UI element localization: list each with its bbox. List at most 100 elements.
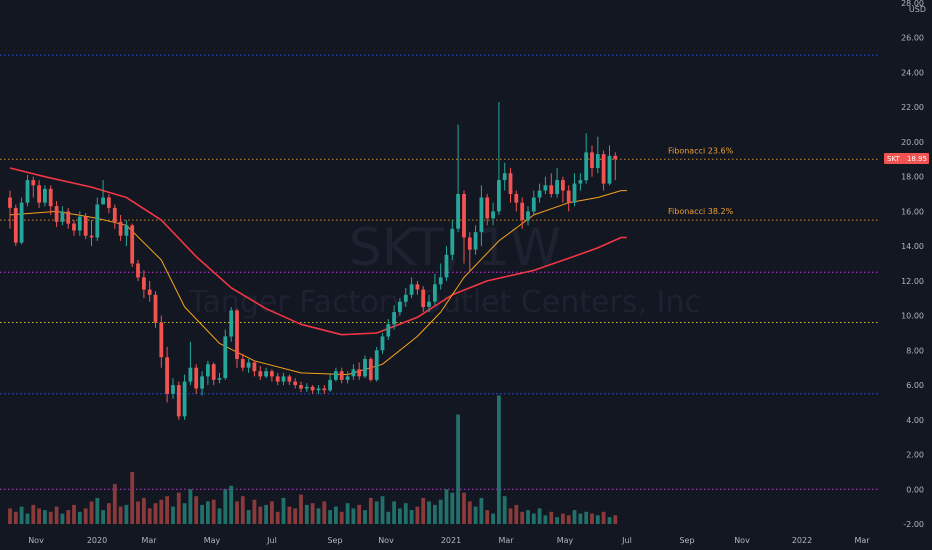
candle-body <box>555 180 559 194</box>
candle-body <box>293 381 298 386</box>
candles <box>8 102 618 420</box>
candle-body <box>526 211 530 221</box>
candle-body <box>188 367 193 382</box>
candle-body <box>112 207 117 222</box>
candle-body <box>48 188 53 207</box>
candle-body <box>153 294 158 323</box>
candle-body <box>543 185 548 191</box>
candle-body <box>281 376 286 382</box>
candle-body <box>142 277 146 290</box>
candle-body <box>444 254 449 278</box>
candle-body <box>171 385 175 394</box>
candle-body <box>95 204 100 238</box>
volume-bar <box>345 503 350 524</box>
volume-bar <box>246 510 251 524</box>
candle-body <box>304 386 309 389</box>
x-tick-label: Nov <box>734 536 750 545</box>
volume-bar <box>124 504 129 524</box>
candle-body <box>182 381 187 417</box>
candle-body <box>415 284 420 290</box>
volume-bar <box>433 504 437 524</box>
x-tick-label: Jul <box>266 536 277 545</box>
candle-body <box>392 312 396 325</box>
candle-body <box>537 190 542 198</box>
volume-bar <box>194 496 199 524</box>
y-tick-label: 4.00 <box>906 416 924 425</box>
volume-bar <box>281 497 286 524</box>
candle-body <box>456 194 460 229</box>
x-tick-label: 2022 <box>792 536 812 545</box>
volume-bar <box>188 489 193 524</box>
volume-bar <box>147 508 152 524</box>
volume-bar <box>613 515 618 524</box>
candle-body <box>31 180 36 186</box>
volume-bar <box>316 508 321 524</box>
y-tick-label: 16.00 <box>901 207 924 216</box>
y-tick-label: 22.00 <box>901 103 924 112</box>
fib-level-label: Fibonacci 23.6% <box>668 146 734 155</box>
x-tick-label: Nov <box>28 536 44 545</box>
volume-bar <box>444 489 449 524</box>
candle-body <box>240 359 245 368</box>
symbol-tag-box <box>884 153 929 164</box>
volume-bar <box>310 503 315 524</box>
volume-bar <box>531 513 536 524</box>
candle-body <box>200 376 204 389</box>
volume-bar <box>229 485 234 524</box>
volume-bar <box>514 504 519 524</box>
volume-bar <box>136 501 140 524</box>
candle-body <box>520 202 525 221</box>
candle-body <box>450 228 455 255</box>
volume-bar <box>130 471 135 524</box>
candle-body <box>339 371 344 380</box>
candle-body <box>101 197 105 205</box>
candle-body <box>345 376 350 380</box>
volume-bar <box>357 504 362 524</box>
fib-labels: Fibonacci 23.6% Fibonacci 38.2% <box>668 146 734 216</box>
candle-body <box>118 221 123 236</box>
candle-body <box>165 357 169 394</box>
volume-bar <box>351 508 356 524</box>
candle-body <box>130 225 135 264</box>
level-lines <box>0 54 880 490</box>
x-tick-label: Jul <box>621 536 632 545</box>
volume-bar <box>566 515 571 524</box>
price-axis[interactable]: USD 28.00 26.00 24.00 22.00 20.00 18.00 16.00 1… <box>901 0 926 529</box>
volume-bar <box>89 501 94 524</box>
candle-body <box>409 284 414 295</box>
volume-bar <box>415 506 420 524</box>
candle-body <box>124 225 129 236</box>
volume-bar <box>607 517 612 524</box>
volume-bar <box>438 499 443 524</box>
candle-body <box>595 154 600 168</box>
candle-body <box>386 324 391 337</box>
candle-body <box>427 301 431 307</box>
volume-bar <box>363 510 367 524</box>
volume-bar <box>206 501 210 524</box>
volume-bar <box>31 504 36 524</box>
fib-level-label: Fibonacci 38.2% <box>668 207 734 216</box>
time-axis[interactable]: Nov 2020 Mar May Jul Sep Nov 2021 Mar May Jul Sep No… <box>28 536 870 545</box>
volume-bar <box>421 497 426 524</box>
y-tick-label: 10.00 <box>901 312 924 321</box>
candle-body <box>578 180 583 184</box>
y-tick-label: 18.00 <box>901 173 924 182</box>
volume-bar <box>264 504 268 524</box>
y-tick-label: 28.00 <box>901 0 924 8</box>
candle-body <box>374 350 379 380</box>
candle-body <box>433 284 437 302</box>
y-tick-label: 6.00 <box>906 381 924 390</box>
volume-bar <box>322 501 327 524</box>
candle-body <box>502 173 507 181</box>
volume-bar <box>467 501 472 524</box>
candle-body <box>270 371 274 377</box>
y-tick-label: 8.00 <box>906 346 924 355</box>
candle-body <box>54 206 59 222</box>
volume-bar <box>334 506 338 524</box>
candle-body <box>89 235 94 238</box>
volume-bar <box>43 510 47 524</box>
volume-bar <box>287 506 292 524</box>
candle-body <box>380 336 385 351</box>
